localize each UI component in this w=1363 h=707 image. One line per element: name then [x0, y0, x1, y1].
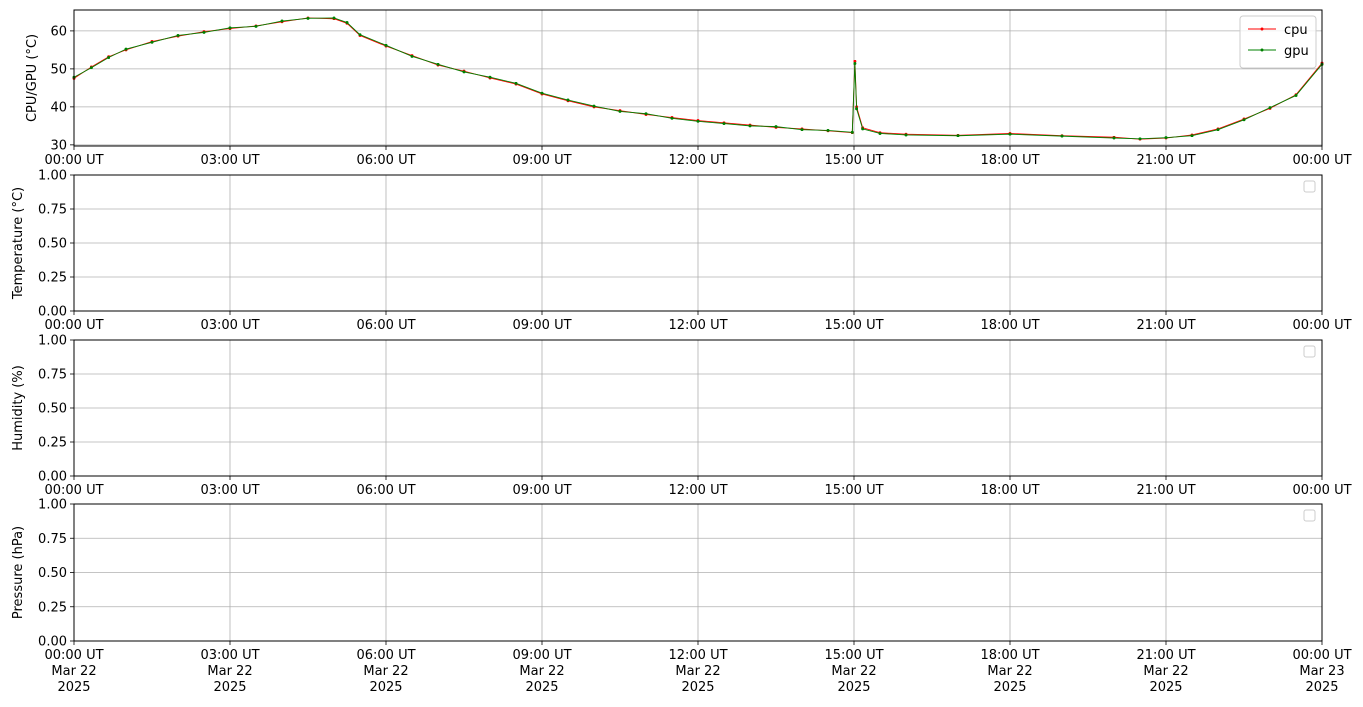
x-tick-label: 18:00 UT: [980, 483, 1039, 498]
x-tick-label: 00:00 UT: [1292, 153, 1351, 168]
x-tick-label: 18:00 UT: [980, 318, 1039, 333]
y-tick-label: 0.50: [38, 566, 67, 581]
axes-frame: [73, 339, 1323, 477]
legend-box: [1303, 509, 1316, 522]
x-tick-label: 06:00 UT Mar 22 2025: [356, 648, 415, 695]
subplot: 0.00 0.25 0.50 0.75 1.00 00:00 UT 03:00 UT 06:0…: [11, 169, 1352, 334]
y-tick-label: 0.75: [38, 203, 67, 218]
x-tick-label: 09:00 UT Mar 22 2025: [512, 648, 571, 695]
x-tick-label: 00:00 UT: [44, 318, 103, 333]
x-tick-label: 21:00 UT: [1136, 318, 1195, 333]
y-tick-label: 40: [50, 100, 67, 115]
y-axis-label: Temperature (°C): [11, 187, 26, 300]
legend-box: [1303, 180, 1316, 193]
y-tick-label: 1.00: [38, 334, 67, 349]
x-tick-label: 18:00 UT: [980, 153, 1039, 168]
x-tick-label: 00:00 UT Mar 22 2025: [44, 648, 103, 695]
x-tick-label: 21:00 UT: [1136, 153, 1195, 168]
x-tick-label: 00:00 UT: [1292, 483, 1351, 498]
x-tick-label: 03:00 UT Mar 22 2025: [200, 648, 259, 695]
x-tick-label: 06:00 UT: [356, 153, 415, 168]
axes-frame: [73, 9, 1323, 147]
legend-box: [1303, 345, 1316, 358]
x-tick-label: 15:00 UT: [824, 153, 883, 168]
x-tick-label: 03:00 UT: [200, 483, 259, 498]
legend-label: cpu: [1284, 23, 1308, 38]
legend-label: gpu: [1284, 44, 1309, 59]
y-tick-label: 0.75: [38, 532, 67, 547]
y-tick-label: 30: [50, 138, 67, 153]
x-tick-label: 00:00 UT: [1292, 318, 1351, 333]
subplot: 30 40 50 60 00:00 UT 03:00 UT 06:00 UT 09:00 UT…: [25, 9, 1352, 168]
x-tick-label: 12:00 UT: [668, 483, 727, 498]
y-tick-label: 0.25: [38, 600, 67, 615]
axes-frame: [73, 174, 1323, 312]
x-tick-label: 03:00 UT: [200, 318, 259, 333]
x-tick-label: 06:00 UT: [356, 318, 415, 333]
axes-frame: [73, 503, 1323, 642]
x-tick-label: 12:00 UT: [668, 318, 727, 333]
x-tick-label: 06:00 UT: [356, 483, 415, 498]
y-tick-label: 0.25: [38, 436, 67, 451]
y-tick-label: 0.00: [38, 635, 67, 650]
legend-marker: [1260, 48, 1264, 52]
x-tick-label: 00:00 UT Mar 23 2025: [1292, 648, 1351, 695]
x-tick-label: 09:00 UT: [512, 318, 571, 333]
y-tick-label: 0.25: [38, 271, 67, 286]
x-tick-label: 09:00 UT: [512, 153, 571, 168]
x-tick-label: 15:00 UT: [824, 318, 883, 333]
y-axis-label: CPU/GPU (°C): [25, 34, 40, 122]
y-tick-label: 60: [50, 24, 67, 39]
x-tick-label: 21:00 UT: [1136, 483, 1195, 498]
legend-marker: [1260, 27, 1264, 31]
x-tick-label: 03:00 UT: [200, 153, 259, 168]
x-tick-label: 00:00 UT: [44, 153, 103, 168]
x-tick-label: 15:00 UT Mar 22 2025: [824, 648, 883, 695]
y-tick-label: 0.75: [38, 368, 67, 383]
y-axis-label: Humidity (%): [11, 365, 26, 451]
y-tick-label: 0.00: [38, 470, 67, 485]
y-axis-label: Pressure (hPa): [11, 526, 26, 619]
y-tick-label: 0.50: [38, 402, 67, 417]
x-tick-label: 12:00 UT: [668, 153, 727, 168]
x-tick-label: 15:00 UT: [824, 483, 883, 498]
y-tick-label: 50: [50, 62, 67, 77]
x-tick-label: 12:00 UT Mar 22 2025: [668, 648, 727, 695]
x-tick-label: 09:00 UT: [512, 483, 571, 498]
subplot: 0.00 0.25 0.50 0.75 1.00 00:00 UT 03:00 UT 06:0…: [11, 334, 1352, 499]
y-tick-label: 0.50: [38, 237, 67, 252]
x-tick-label: 21:00 UT Mar 22 2025: [1136, 648, 1195, 695]
subplot: 0.00 0.25 0.50 0.75 1.00 00:00 UT Mar 22 2025 03…: [11, 498, 1352, 696]
y-tick-label: 1.00: [38, 169, 67, 184]
data-line: [72, 16, 1324, 141]
y-tick-label: 1.00: [38, 498, 67, 513]
y-tick-label: 0.00: [38, 305, 67, 320]
x-tick-label: 18:00 UT Mar 22 2025: [980, 648, 1039, 695]
x-tick-label: 00:00 UT: [44, 483, 103, 498]
